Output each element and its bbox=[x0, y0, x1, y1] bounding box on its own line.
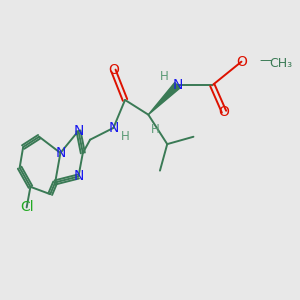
Text: N: N bbox=[172, 78, 183, 92]
Text: CH₃: CH₃ bbox=[269, 57, 292, 70]
Text: N: N bbox=[55, 146, 66, 160]
Text: O: O bbox=[108, 64, 119, 77]
Text: N: N bbox=[108, 121, 118, 135]
Text: H: H bbox=[121, 130, 129, 143]
Text: Cl: Cl bbox=[20, 200, 34, 214]
Text: —: — bbox=[259, 54, 272, 67]
Text: O: O bbox=[219, 105, 230, 119]
Text: O: O bbox=[236, 55, 247, 69]
Text: N: N bbox=[73, 169, 84, 184]
Text: H: H bbox=[151, 123, 160, 136]
Text: H: H bbox=[160, 70, 169, 83]
Polygon shape bbox=[148, 82, 180, 115]
Text: N: N bbox=[73, 124, 84, 138]
